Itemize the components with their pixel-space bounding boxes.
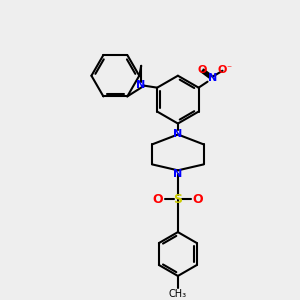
- Text: N: N: [173, 130, 182, 140]
- Text: N: N: [208, 73, 217, 83]
- Text: N: N: [136, 80, 145, 90]
- Text: O: O: [193, 193, 203, 206]
- Text: CH₃: CH₃: [169, 289, 187, 299]
- Text: O: O: [218, 65, 227, 75]
- Text: S: S: [173, 193, 182, 206]
- Text: N: N: [173, 169, 182, 179]
- Text: O: O: [198, 65, 207, 75]
- Text: O: O: [153, 193, 163, 206]
- Text: ⁻: ⁻: [226, 65, 231, 75]
